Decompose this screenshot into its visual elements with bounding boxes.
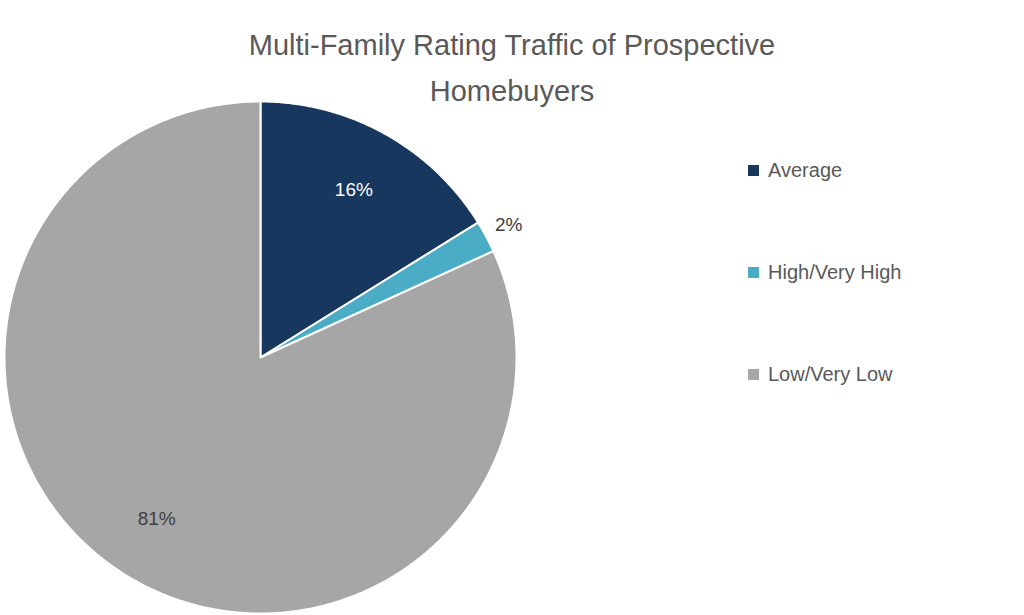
svg-text:81%: 81%: [138, 508, 176, 529]
html-text:Low/Very Low: Low/Very Low: [768, 362, 893, 385]
svg-text:16%: 16%: [335, 179, 373, 200]
html-text:Average: Average: [768, 158, 843, 181]
html-text:Multi-Family Rating Traffic of: Multi-Family Rating Traffic of Prospecti…: [248, 29, 776, 107]
html-text:High/Very High: High/Very High: [768, 260, 902, 283]
svg-text:2%: 2%: [495, 214, 523, 235]
